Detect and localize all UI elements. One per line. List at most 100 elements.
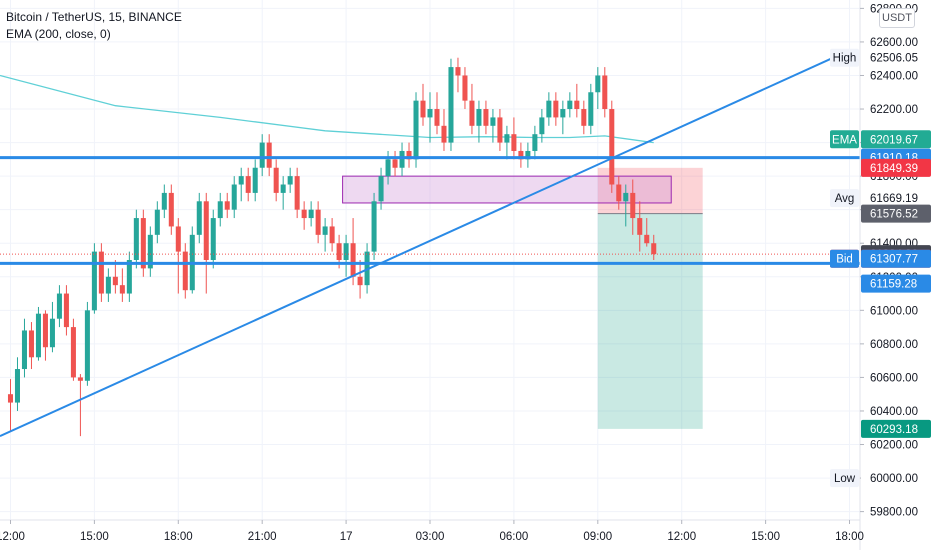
candle-body	[77, 377, 83, 381]
candle	[595, 67, 601, 110]
symbol-title[interactable]: Bitcoin / TetherUS, 15, BINANCE	[6, 10, 182, 24]
price-tick-label: 60400.00	[870, 406, 918, 418]
chart-legend: Bitcoin / TetherUS, 15, BINANCE EMA (200…	[6, 9, 182, 43]
price-label-tag: EMA	[832, 134, 857, 146]
ema-indicator-label[interactable]: EMA (200, close, 0)	[6, 27, 111, 41]
price-label-bg	[861, 419, 931, 438]
candle	[427, 92, 433, 143]
candle-body	[91, 251, 97, 311]
candle	[210, 209, 216, 269]
price-label: 62506.05 High	[830, 48, 931, 67]
time-tick-label: 12:00	[0, 531, 25, 543]
price-label: 61307.77 Bid	[830, 249, 931, 268]
candle	[308, 201, 314, 227]
supply-zone-box	[342, 175, 672, 204]
candle	[147, 226, 153, 277]
price-tick-label: 59800.00	[870, 507, 918, 519]
price-label: 60293.18	[861, 419, 931, 438]
candle-body	[539, 117, 545, 135]
currency-selector[interactable]: USDT	[879, 8, 915, 28]
candle-body	[378, 176, 384, 202]
candle-body	[84, 310, 90, 381]
candle-body	[497, 117, 503, 143]
price-label-bg	[861, 274, 931, 293]
candle	[553, 92, 559, 126]
candle	[280, 176, 286, 210]
candle-body	[217, 201, 223, 219]
candle	[63, 285, 69, 336]
candle	[483, 100, 489, 135]
candle-body	[35, 313, 41, 358]
candle	[273, 159, 279, 202]
candle-body	[210, 218, 216, 260]
candle-body	[294, 176, 300, 210]
candle-body	[140, 218, 146, 269]
candle-body	[14, 369, 20, 403]
candle	[532, 125, 538, 160]
candle-body	[70, 327, 76, 378]
price-label-value: 61576.52	[870, 209, 918, 221]
price-label-tag-bg	[830, 189, 859, 208]
candle	[567, 92, 573, 118]
candle	[322, 218, 328, 252]
candle-body	[609, 109, 615, 185]
candle-body	[322, 226, 328, 235]
candle-body	[266, 142, 272, 168]
price-tick-label: 62400.00	[870, 70, 918, 82]
candle-body	[56, 293, 62, 319]
candle-body	[532, 134, 538, 151]
candle-body	[147, 234, 153, 269]
candle-body	[630, 192, 636, 219]
candle-body	[182, 251, 188, 291]
candle	[441, 109, 447, 151]
candle-body	[42, 313, 48, 348]
price-tick-label: 62600.00	[870, 37, 918, 49]
candle-body	[434, 109, 440, 126]
candle-body	[315, 209, 321, 235]
candle-body	[21, 330, 27, 370]
candle	[133, 209, 139, 269]
candle-body	[504, 134, 510, 143]
candle	[252, 159, 258, 202]
price-label-bg	[861, 204, 931, 223]
time-tick-label: 06:00	[500, 531, 529, 543]
candle	[343, 234, 349, 277]
candle-body	[560, 109, 566, 118]
candle-body	[28, 330, 34, 358]
price-label: 60000.00 Low	[830, 469, 931, 488]
candle-body	[112, 276, 118, 286]
price-label-tag: High	[833, 53, 857, 65]
candle-body	[623, 192, 629, 202]
candle	[588, 83, 594, 135]
candle	[154, 201, 160, 244]
price-label-value: 60000.00	[870, 473, 918, 485]
candle	[420, 83, 426, 126]
price-tick-label: 60200.00	[870, 440, 918, 452]
candle	[371, 192, 377, 260]
candle-body	[252, 167, 258, 193]
candle	[259, 134, 265, 177]
candle	[28, 322, 34, 370]
candle	[392, 150, 398, 177]
candle-body	[427, 109, 433, 118]
candle-body	[7, 394, 14, 403]
candle-body	[441, 125, 447, 143]
candle-body	[301, 209, 307, 219]
candle-body	[651, 243, 657, 255]
candle	[119, 268, 125, 302]
price-label-value: 61159.28	[870, 279, 917, 291]
candle	[77, 374, 83, 437]
candle	[161, 184, 167, 219]
time-tick-label: 17	[340, 531, 353, 543]
candle-body	[595, 75, 601, 93]
candle	[651, 234, 657, 260]
candle	[56, 285, 62, 328]
candle	[329, 218, 335, 252]
price-label-bg	[861, 189, 931, 208]
candle-body	[413, 100, 419, 160]
candle-body	[525, 150, 531, 160]
candle	[315, 201, 321, 244]
price-label-value: 61849.39	[870, 163, 918, 175]
